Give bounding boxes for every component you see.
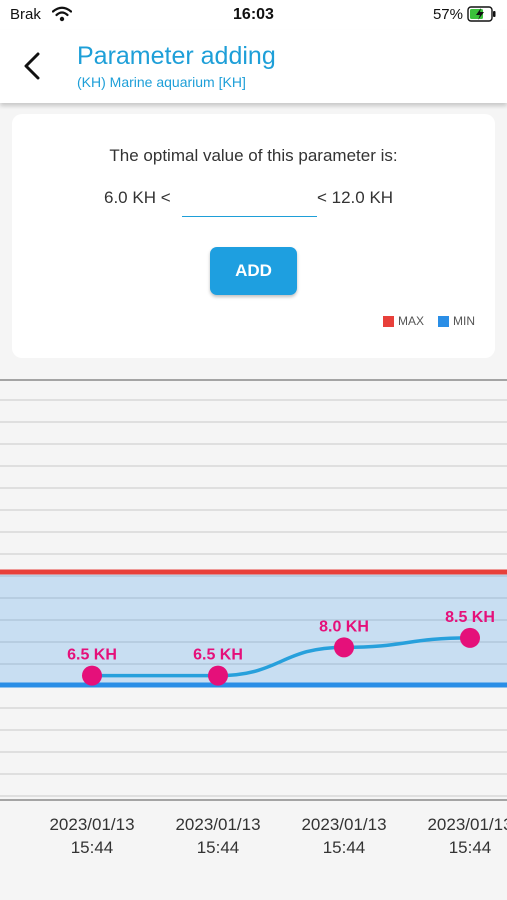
- battery-percentage: 57%: [432, 6, 463, 23]
- wifi-icon: [51, 6, 73, 27]
- range-max-label: < 12.0 KH: [317, 188, 394, 207]
- range-row: 6.0 KH < < 12.0 KH: [12, 184, 495, 220]
- optimal-range-band: [0, 572, 507, 685]
- kh-series-line: [91, 636, 471, 678]
- status-bar: Brak 16:03 57%: [0, 0, 507, 30]
- data-label: 6.5 KH: [67, 647, 117, 664]
- chevron-left-icon: [24, 52, 40, 80]
- range-min-label: 6.0 KH <: [104, 188, 171, 207]
- app-header: Parameter adding (KH) Marine aquarium [K…: [0, 30, 507, 103]
- data-label: 8.5 KH: [445, 609, 495, 626]
- optimal-value-text: The optimal value of this parameter is:: [109, 146, 398, 165]
- page-title: Parameter adding: [77, 42, 276, 70]
- max-legend-label: MAX: [397, 314, 424, 328]
- data-point: [334, 637, 354, 658]
- back-button[interactable]: [14, 46, 50, 86]
- chart-legend: MAX MIN: [382, 314, 475, 328]
- x-tick-label: 2023/01/13 15:44: [301, 815, 386, 857]
- data-label: 8.0 KH: [319, 618, 369, 635]
- clock: 16:03: [233, 6, 274, 23]
- min-legend-label: MIN: [453, 314, 475, 328]
- min-legend-swatch: [438, 315, 449, 327]
- x-tick-label: 2023/01/13 15:44: [49, 815, 134, 857]
- page-subtitle: (KH) Marine aquarium [KH]: [77, 74, 246, 90]
- kh-chart: 6.5 KH 6.5 KH 8.0 KH 8.5 KH 2023/01/13 15:44 2…: [0, 378, 507, 900]
- value-input[interactable]: [182, 184, 317, 217]
- max-legend-swatch: [382, 315, 394, 327]
- x-tick-label: 2023/01/13 15:44: [427, 815, 507, 857]
- data-point: [460, 627, 480, 648]
- battery-charging-icon: [467, 6, 497, 27]
- add-button[interactable]: ADD: [210, 247, 297, 295]
- data-point: [82, 665, 102, 686]
- kh-line-chart: 6.5 KH 6.5 KH 8.0 KH 8.5 KH 2023/01/13 15:44 2…: [0, 378, 507, 857]
- carrier-label: Brak: [10, 6, 41, 23]
- data-label: 6.5 KH: [193, 647, 243, 664]
- x-tick-label: 2023/01/13 15:44: [175, 815, 260, 857]
- parameter-form-card: The optimal value of this parameter is: …: [12, 114, 495, 358]
- data-point: [208, 665, 228, 686]
